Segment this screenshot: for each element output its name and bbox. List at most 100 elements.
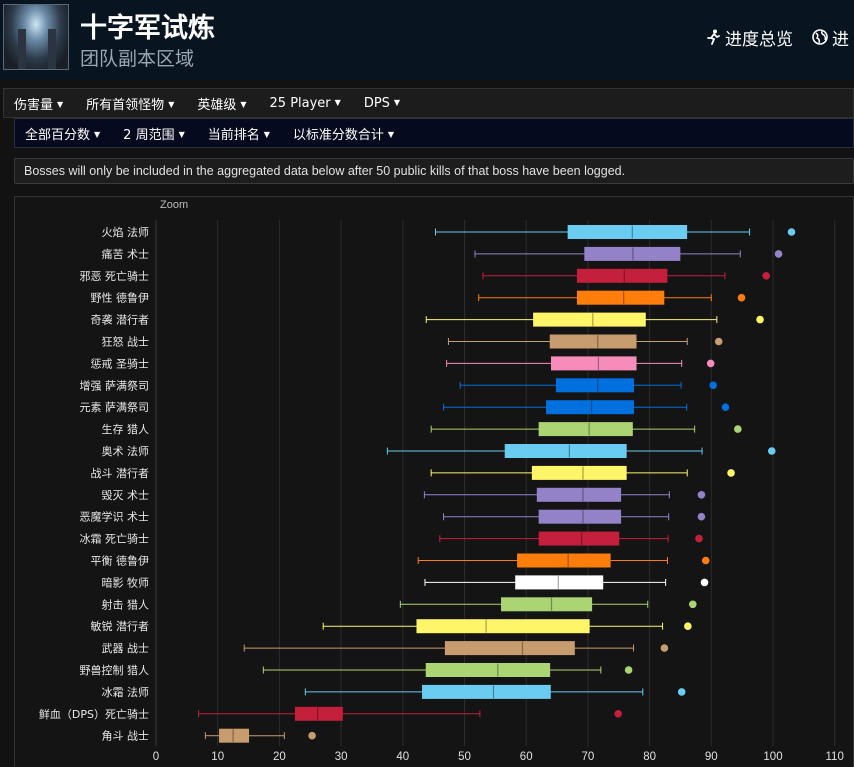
iqr-box (538, 531, 620, 546)
y-category-label: 角斗 战士 (102, 730, 150, 743)
iqr-box (422, 684, 551, 699)
filter-size-dropdown[interactable]: 25 Player ▼ (270, 96, 341, 111)
x-tick-label: 10 (211, 751, 224, 763)
progress-overview-link[interactable]: 进度总览 (706, 25, 793, 50)
caret-down-icon: ▼ (393, 97, 401, 107)
outlier-point (697, 491, 706, 499)
y-category-label: 战斗 潜行者 (91, 466, 150, 480)
outlier-point (706, 359, 715, 368)
iqr-box (550, 356, 637, 371)
x-tick-label: 50 (458, 751, 471, 763)
y-category-label: 射击 猎人 (102, 597, 150, 611)
filter-ranking-dropdown[interactable]: 当前排名 ▼ (208, 124, 270, 143)
iqr-box (533, 312, 646, 327)
filter-metric-label: 伤害量 (14, 97, 54, 113)
y-category-label: 狂怒 战士 (102, 335, 150, 349)
filter-timeframe-label: 2 周范围 (123, 127, 175, 143)
aggregation-notice: Bosses will only be included in the aggr… (14, 158, 854, 184)
x-tick-label: 30 (335, 751, 348, 763)
x-tick-label: 90 (705, 751, 718, 763)
runner-icon (706, 29, 721, 50)
y-category-label: 增强 萨满祭司 (80, 378, 150, 392)
y-category-label: 痛苦 术士 (102, 247, 150, 261)
filter-metric-dropdown[interactable]: 伤害量 ▼ (14, 94, 63, 113)
y-category-label: 野兽控制 猎人 (80, 663, 150, 677)
iqr-box (425, 663, 551, 677)
outlier-point (737, 293, 746, 302)
y-category-label: 武器 战士 (102, 642, 150, 655)
filter-percentile-dropdown[interactable]: 全部百分数 ▼ (25, 124, 100, 143)
outlier-point (762, 272, 771, 280)
outlier-point (697, 512, 706, 521)
outlier-point (734, 425, 742, 433)
x-tick-label: 110 (826, 751, 844, 763)
outlier-point (714, 337, 723, 346)
iqr-box (517, 553, 611, 568)
filter-size-label: 25 Player (269, 95, 331, 111)
filter-boss-label: 所有首领怪物 (86, 97, 165, 113)
x-tick-label: 0 (153, 751, 159, 763)
iqr-box (576, 268, 668, 283)
iqr-box (515, 575, 604, 590)
filter-role-dropdown[interactable]: DPS ▼ (364, 96, 400, 111)
outlier-point (756, 315, 764, 324)
iqr-box (444, 641, 575, 656)
iqr-box (576, 290, 665, 305)
filter-score-dropdown[interactable]: 以标准分数合计 ▼ (293, 124, 394, 143)
x-tick-label: 70 (582, 751, 595, 763)
zoom-label[interactable]: Zoom (160, 199, 189, 211)
outlier-point (684, 622, 692, 630)
caret-down-icon: ▼ (94, 129, 101, 139)
page-title: 十字军试炼 (80, 13, 215, 44)
y-category-label: 平衡 德鲁伊 (91, 554, 150, 568)
y-category-label: 冰霜 法师 (102, 685, 150, 699)
iqr-box (549, 334, 637, 349)
y-category-label: 奥术 法师 (102, 444, 150, 458)
progress-overview-label: 进度总览 (725, 30, 793, 50)
iqr-box (294, 706, 343, 721)
caret-down-icon: ▼ (178, 129, 185, 139)
y-category-label: 敏锐 潜行者 (91, 619, 150, 633)
y-category-label: 邪恶 死亡骑士 (80, 269, 150, 283)
iqr-box (567, 225, 688, 239)
iqr-box (538, 422, 633, 437)
filter-difficulty-dropdown[interactable]: 英雄级 ▼ (197, 94, 246, 113)
caret-down-icon: ▼ (57, 99, 64, 109)
outlier-point (767, 447, 776, 455)
iqr-box (555, 378, 635, 393)
iqr-box (536, 487, 622, 502)
filter-bar-secondary: 全部百分数 ▼ 2 周范围 ▼ 当前排名 ▼ 以标准分数合计 ▼ (14, 118, 854, 148)
outlier-point (624, 666, 633, 674)
outlier-point (660, 644, 669, 652)
y-category-label: 冰霜 死亡骑士 (80, 532, 150, 546)
x-tick-label: 100 (763, 751, 782, 763)
x-tick-label: 20 (273, 751, 286, 763)
filter-role-label: DPS (363, 95, 390, 111)
outlier-point (709, 381, 717, 390)
filter-timeframe-dropdown[interactable]: 2 周范围 ▼ (123, 124, 185, 143)
outlier-point (774, 250, 783, 258)
iqr-box (219, 728, 250, 743)
globe-icon (812, 29, 828, 50)
iqr-box (538, 509, 622, 524)
filter-boss-dropdown[interactable]: 所有首领怪物 ▼ (86, 94, 174, 113)
outlier-point (677, 688, 686, 696)
caret-down-icon: ▼ (387, 129, 395, 139)
filter-score-label: 以标准分数合计 (292, 127, 384, 143)
iqr-box (504, 444, 627, 458)
outlier-point (700, 578, 709, 587)
outlier-point (688, 600, 697, 609)
globe-link[interactable]: 进 (812, 25, 849, 50)
iqr-box (546, 400, 635, 415)
y-category-label: 毁灭 术士 (102, 488, 150, 502)
iqr-box (416, 619, 590, 634)
iqr-box (531, 465, 627, 480)
globe-link-label: 进 (832, 30, 849, 50)
x-tick-label: 60 (520, 751, 533, 763)
outlier-point (721, 403, 730, 412)
caret-down-icon: ▼ (263, 129, 270, 139)
outlier-point (727, 469, 735, 477)
y-category-label: 鲜血（DPS）死亡骑士 (39, 707, 149, 721)
y-category-label: 元素 萨满祭司 (80, 401, 150, 414)
